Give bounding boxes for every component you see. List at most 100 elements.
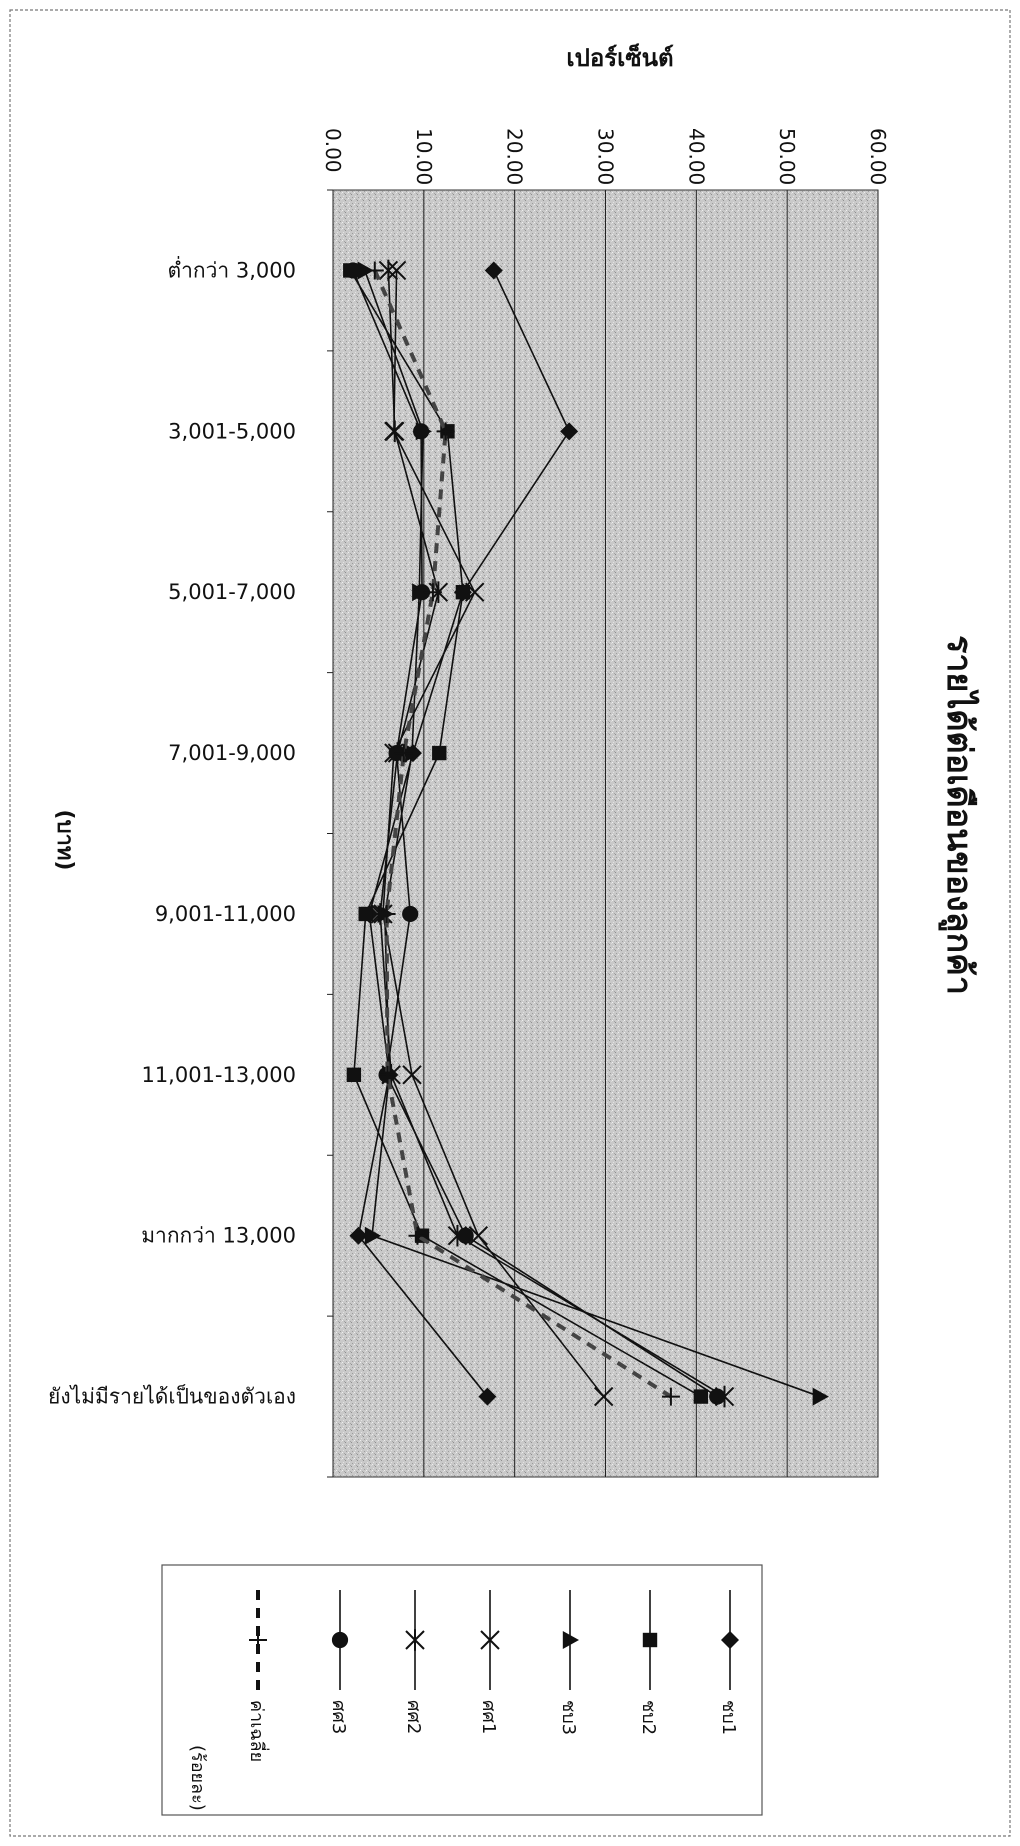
series-3-point-6-shape: [468, 1225, 489, 1246]
series-6-point-2-shape: [423, 583, 442, 602]
series-4-point-1: [385, 420, 405, 443]
outer-frame: [9, 9, 1011, 1837]
series-1-point-5: [346, 1067, 362, 1083]
category-label-2: 5,001-7,000: [168, 580, 296, 604]
y-tick-label-6: 60.00: [866, 128, 890, 185]
category-label-7: ยังไม่มีรายได้เป็นของตัวเอง: [48, 1383, 296, 1409]
series-0-point-1: [560, 422, 579, 441]
legend-marker-2: [562, 1631, 579, 1649]
series-0-point-0: [484, 261, 503, 280]
series-line-0: [357, 270, 571, 1398]
series-4-point-1-shape: [385, 420, 405, 443]
legend-label-2: ชบ3: [558, 1700, 579, 1735]
series-6-point-0-shape: [365, 261, 384, 280]
category-label-6: มากกว่า 13,000: [141, 1224, 296, 1248]
legend-marker-3-shape: [480, 1630, 500, 1650]
series-6-point-4: [377, 904, 396, 923]
legend-marker-1: [642, 1632, 658, 1648]
category-label-1: 3,001-5,000: [168, 419, 296, 443]
series-line-6: [372, 269, 672, 1399]
series-6-point-2: [423, 583, 442, 602]
legend-box: [161, 1564, 763, 1816]
category-label-0: ต่ำกว่า 3,000: [167, 255, 296, 282]
series-1-point-5-shape: [346, 1067, 362, 1083]
series-1-point-7-shape: [693, 1389, 709, 1404]
series-3-point-0-shape: [386, 260, 407, 281]
series-3-point-6: [468, 1225, 489, 1246]
series-line-2: [364, 270, 821, 1398]
series-3-point-5-shape: [402, 1065, 422, 1085]
series-0-point-0-shape: [484, 261, 503, 280]
series-3-point-5: [402, 1065, 422, 1085]
legend-label-0: ชบ1: [718, 1700, 739, 1735]
series-2-point-6: [364, 1226, 382, 1245]
chart-title: รายได้ต่อเดือนของลูกค้า: [938, 635, 980, 995]
series-4-point-0-shape: [378, 259, 399, 282]
series-5-point-0-shape: [344, 262, 362, 279]
series-1-point-3: [432, 745, 447, 761]
legend-label-5: ศศ3: [328, 1700, 349, 1734]
y-tick-label-2: 20.00: [503, 128, 527, 185]
series-0-point-7-shape: [478, 1387, 497, 1406]
series-5-point-6: [457, 1227, 474, 1244]
series-4-point-0: [378, 259, 399, 282]
series-5-point-7-shape: [709, 1388, 726, 1405]
series-5-point-2: [413, 584, 431, 601]
legend-label-1: ชบ2: [638, 1700, 659, 1735]
series-6-point-4-shape: [377, 904, 396, 923]
series-5-point-6-shape: [457, 1227, 474, 1244]
series-3-point-7: [593, 1386, 614, 1407]
legend-marker-1-shape: [642, 1632, 658, 1648]
category-label-4: 9,001-11,000: [155, 902, 296, 926]
legend-marker-6-shape: [249, 1631, 267, 1649]
series-5-point-4-shape: [402, 905, 419, 923]
y-tick-label-1: 10.00: [412, 128, 436, 185]
legend-marker-5-shape: [331, 1631, 349, 1649]
legend-marker-5: [331, 1631, 349, 1649]
category-labels: ต่ำกว่า 3,000 3,001-5,000 5,001-7,000 7,001…: [48, 255, 296, 1408]
series-6-point-3: [394, 744, 413, 763]
series-3-point-0: [386, 260, 407, 281]
series-2-point-0: [357, 261, 374, 280]
series-5-point-7: [709, 1388, 726, 1405]
legend-marker-3: [480, 1630, 500, 1650]
series-line-4: [379, 270, 725, 1398]
legend: ชบ1 ชบ2 ชบ3 ศศ1 ศศ2 ศศ3 ค่าเฉลี่ย: [246, 1590, 739, 1762]
series-6-point-5-shape: [378, 1065, 397, 1084]
series-1-point-2: [455, 584, 471, 600]
series-1-point-4: [358, 906, 373, 922]
series-2-point-0-shape: [357, 261, 374, 280]
series-0-point-6: [349, 1226, 368, 1245]
series-6-point-1-shape: [436, 422, 455, 441]
y-tick-label-4: 40.00: [684, 128, 708, 185]
legend-marker-6: [249, 1631, 267, 1649]
series-5-point-2-shape: [413, 584, 431, 601]
y-tick-labels: 0.00 10.00 20.00 30.00 40.00 50.00 60.00: [321, 128, 890, 185]
legend-label-3: ศศ1: [478, 1700, 499, 1734]
series-3-point-2: [464, 582, 485, 602]
series-6-point-7: [661, 1387, 680, 1406]
series-1-point-7: [693, 1389, 709, 1404]
series-0-point-1-shape: [560, 422, 579, 441]
series-layer: [343, 259, 829, 1408]
legend-label-6: ค่าเฉลี่ย: [246, 1700, 270, 1762]
series-2-point-6-shape: [364, 1226, 382, 1245]
legend-marker-2-shape: [562, 1631, 579, 1649]
series-5-point-1-shape: [413, 423, 430, 440]
series-6-point-6: [408, 1226, 427, 1245]
y-tick-label-0: 0.00: [321, 128, 345, 173]
series-5-point-1: [413, 423, 430, 440]
series-6-point-3-shape: [394, 744, 413, 763]
legend-marker-4-shape: [405, 1629, 425, 1651]
series-5-point-4: [402, 905, 419, 923]
legend-marker-0-shape: [721, 1631, 739, 1649]
series-5-point-0: [344, 262, 362, 279]
series-6-point-7-shape: [661, 1387, 680, 1406]
category-label-5: 11,001-13,000: [141, 1063, 296, 1087]
series-6-point-0: [365, 261, 384, 280]
legend-marker-4: [405, 1629, 425, 1651]
series-2-point-7: [812, 1387, 829, 1406]
y-tick-label-5: 50.00: [775, 128, 799, 185]
series-line-5: [352, 270, 718, 1398]
